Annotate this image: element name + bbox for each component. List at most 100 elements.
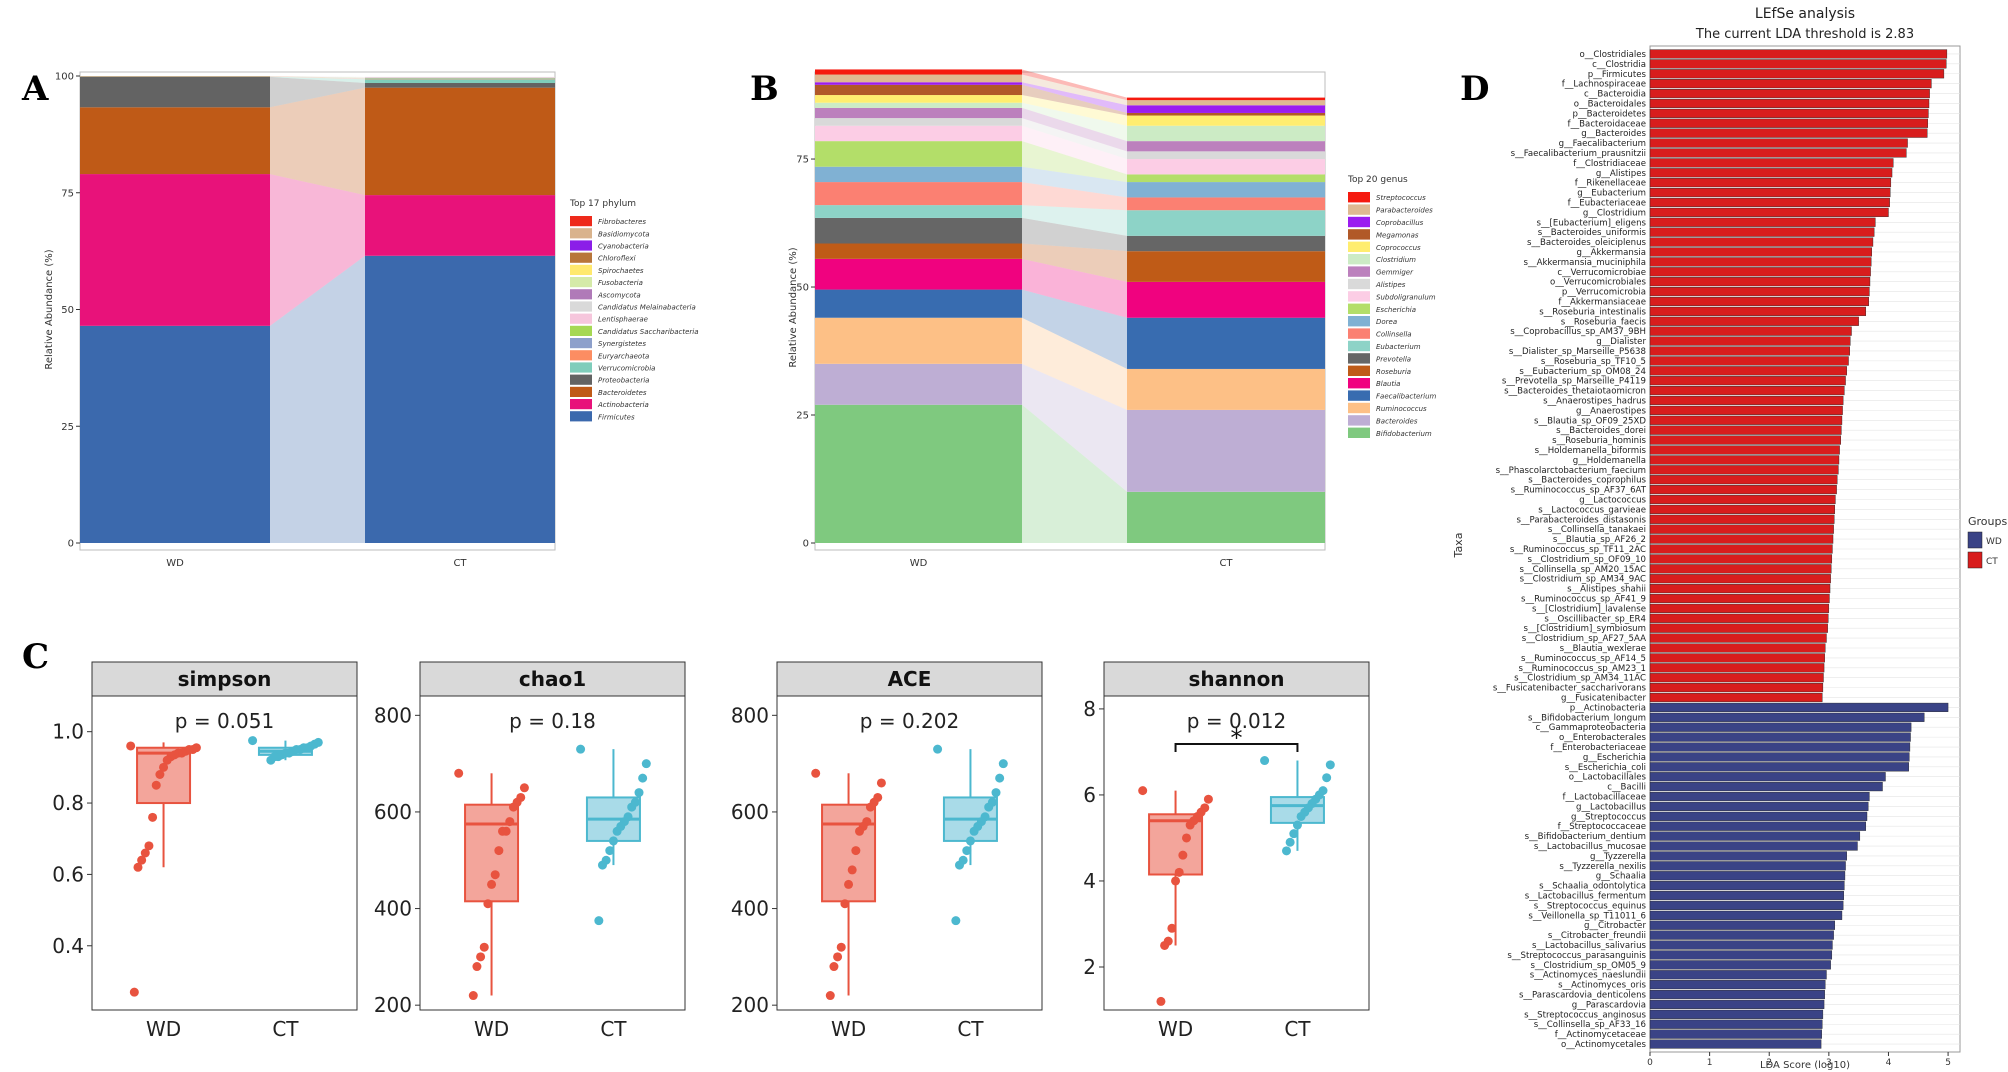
p-value-label: p = 0.051 bbox=[175, 709, 274, 733]
legend-label: Proteobacteria bbox=[598, 377, 649, 385]
data-point bbox=[155, 770, 165, 779]
data-point bbox=[855, 826, 865, 836]
data-point bbox=[1167, 923, 1177, 933]
flow-band bbox=[270, 76, 365, 79]
lefse-bar-ct bbox=[1649, 366, 1847, 376]
lefse-bar-wd bbox=[1649, 742, 1911, 752]
x-tick-label: CT bbox=[1284, 1017, 1311, 1041]
panel-label-d: D bbox=[1460, 69, 1489, 109]
taxon-label: s__Collinsella_sp_AM20_15AC bbox=[1520, 565, 1646, 575]
bar-segment-wd bbox=[80, 76, 270, 77]
flow-band bbox=[1022, 217, 1127, 252]
taxon-label: s__Bacteroides_uniformis bbox=[1538, 228, 1647, 238]
taxon-label: g__Citrobacter bbox=[1584, 921, 1647, 931]
flow-band bbox=[1022, 102, 1127, 142]
lefse-bar-wd bbox=[1649, 821, 1867, 831]
x-tick-label: CT bbox=[272, 1017, 299, 1041]
flow-band bbox=[1022, 243, 1127, 282]
bar-segment-ct bbox=[1127, 251, 1325, 282]
x-tick-label: 3 bbox=[1826, 1058, 1832, 1068]
bar-segment-wd bbox=[80, 325, 270, 543]
data-point bbox=[1322, 773, 1332, 783]
x-tick-label: 4 bbox=[1886, 1058, 1892, 1068]
taxon-label: s__Eubacterium_sp_OM08_24 bbox=[1519, 367, 1646, 377]
lefse-bar-wd bbox=[1649, 960, 1831, 970]
y-tick-label: 0 bbox=[68, 539, 74, 550]
taxon-label: s__Coprobacillus_sp_AM37_9BH bbox=[1510, 327, 1646, 337]
bar-segment-ct bbox=[1127, 182, 1325, 198]
y-axis-title: Taxa bbox=[1452, 533, 1465, 559]
flow-band bbox=[1022, 182, 1127, 211]
flow-band bbox=[270, 76, 365, 84]
data-point bbox=[954, 860, 964, 870]
bar-segment-ct bbox=[365, 87, 555, 196]
data-point bbox=[1138, 786, 1148, 796]
taxon-label: g__Lactobacillus bbox=[1576, 802, 1647, 812]
taxon-label: g__Lactococcus bbox=[1579, 495, 1646, 505]
x-tick-label: CT bbox=[1219, 558, 1233, 569]
legend-swatch bbox=[570, 399, 592, 410]
taxon-label: f__Streptococcaceae bbox=[1558, 822, 1646, 832]
bar-segment-ct bbox=[365, 78, 555, 79]
legend-label: Chloroflexi bbox=[598, 255, 636, 263]
lefse-bar-ct bbox=[1649, 514, 1835, 524]
flow-band bbox=[1022, 125, 1127, 175]
data-point bbox=[1292, 820, 1302, 830]
lefse-bar-ct bbox=[1649, 326, 1852, 336]
lefse-bar-ct bbox=[1649, 663, 1825, 673]
data-point bbox=[951, 916, 961, 926]
legend-label: Cyanobacteria bbox=[598, 243, 649, 251]
bar-segment-wd bbox=[815, 404, 1022, 543]
taxon-label: s__Bacteroides_dorei bbox=[1556, 426, 1646, 436]
data-point bbox=[811, 768, 821, 778]
bar-segment-wd bbox=[80, 107, 270, 175]
panel-c-alpha-diversity: simpson 0.4 0.6 0.8 1.0 WD CT p = 0.051 chao1 200… bbox=[52, 661, 1370, 1041]
lefse-bar-wd bbox=[1649, 1029, 1822, 1039]
taxon-label: s__Bacteroides_oleiciplenus bbox=[1527, 238, 1647, 248]
chart-title: LEfSe analysis bbox=[1755, 6, 1855, 22]
legend-swatch bbox=[570, 216, 592, 227]
x-tick-label: WD bbox=[146, 1017, 181, 1041]
legend-swatch bbox=[570, 386, 592, 397]
y-tick-label: 200 bbox=[374, 993, 412, 1017]
flow-band bbox=[1022, 404, 1127, 543]
bar-segment-wd bbox=[815, 118, 1022, 126]
lefse-bar-wd bbox=[1649, 791, 1870, 802]
y-tick-label: 0 bbox=[803, 539, 809, 550]
y-tick-label: 6 bbox=[1083, 783, 1096, 807]
lefse-bar-ct bbox=[1649, 306, 1867, 316]
data-point bbox=[605, 846, 615, 856]
taxon-label: s__Blautia_sp_AF26_2 bbox=[1553, 535, 1646, 545]
data-point bbox=[638, 773, 648, 783]
taxon-label: s__Fusicatenibacter_saccharivorans bbox=[1493, 684, 1647, 694]
taxon-label: s__Ruminococcus_sp_AF14_5 bbox=[1521, 654, 1646, 664]
lefse-bar-wd bbox=[1649, 861, 1846, 871]
bar-segment-ct bbox=[365, 77, 555, 79]
data-point bbox=[1171, 876, 1181, 886]
lefse-bar-ct bbox=[1649, 485, 1837, 495]
taxon-label: g__Streptococcus bbox=[1571, 812, 1646, 822]
flow-band bbox=[270, 87, 365, 196]
lefse-bar-ct bbox=[1649, 356, 1849, 366]
taxon-label: s__Clostridium_sp_OM05_9 bbox=[1530, 961, 1646, 971]
significance-bracket bbox=[1174, 743, 1299, 752]
data-point bbox=[833, 952, 843, 962]
taxon-label: c__Gammaproteobacteria bbox=[1535, 723, 1646, 733]
taxon-label: s__Clostridium_sp_AF27_5AA bbox=[1522, 634, 1646, 644]
lefse-bar-wd bbox=[1649, 801, 1869, 811]
data-point bbox=[1156, 996, 1166, 1006]
taxon-label: g__Faecalibacterium bbox=[1559, 139, 1646, 149]
taxon-label: s__Holdemanella_biformis bbox=[1535, 446, 1647, 456]
bar-segment-ct bbox=[1127, 112, 1325, 116]
bar-segment-ct bbox=[1127, 100, 1325, 106]
data-point bbox=[1289, 829, 1299, 839]
bar-segment-wd bbox=[815, 84, 1022, 96]
taxon-label: s__Parascardovia_denticolens bbox=[1519, 991, 1647, 1001]
legend-label: Escherichia bbox=[1376, 306, 1416, 314]
data-point bbox=[627, 802, 637, 812]
bar-segment-ct bbox=[1127, 159, 1325, 175]
y-tick-label: 0.4 bbox=[52, 934, 84, 958]
legend-label: Clostridium bbox=[1376, 256, 1416, 264]
bar-segment-ct bbox=[1127, 105, 1325, 113]
data-point bbox=[995, 773, 1005, 783]
